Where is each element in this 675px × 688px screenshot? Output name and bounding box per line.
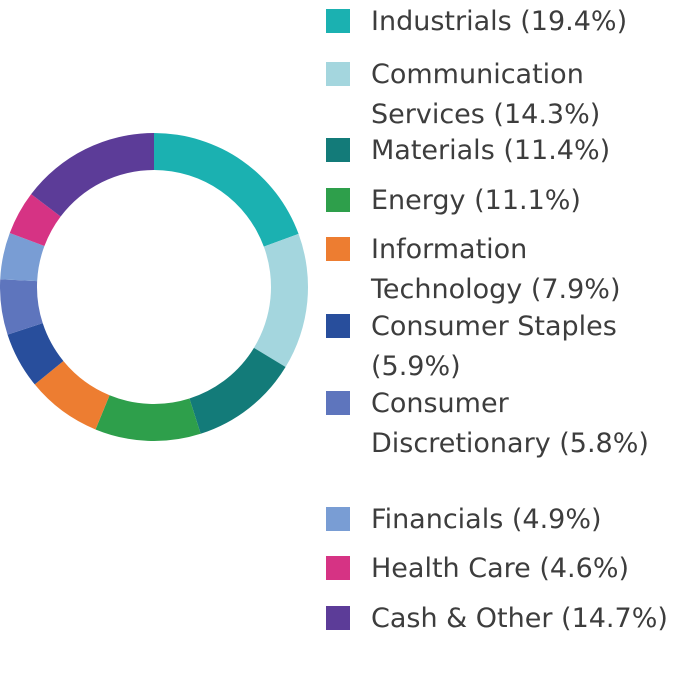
slice-cash-other [31, 133, 154, 217]
legend-label-communication-services: Communication Services (14.3%) [371, 59, 601, 130]
slice-consumer-discretionary [0, 279, 43, 335]
legend-label-cash-other: Cash & Other (14.7%) [371, 603, 668, 634]
slice-communication-services [253, 233, 308, 368]
legend-label-energy: Energy (11.1%) [371, 185, 581, 216]
legend-swatch-information-technology [326, 237, 350, 261]
slice-materials [189, 347, 286, 434]
slice-industrials [154, 133, 299, 247]
legend-label-health-care: Health Care (4.6%) [371, 553, 630, 584]
slice-consumer-staples [7, 323, 64, 385]
legend-swatch-cash-other [326, 606, 350, 630]
legend-swatch-materials [326, 138, 350, 162]
donut-chart [0, 133, 308, 441]
legend-label-consumer-staples: Consumer Staples (5.9%) [371, 311, 617, 382]
legend-label-financials: Financials (4.9%) [371, 504, 602, 535]
legend-swatch-financials [326, 507, 350, 531]
slice-financials [0, 233, 45, 282]
slice-health-care [9, 194, 61, 246]
legend-swatch-consumer-discretionary [326, 391, 350, 415]
slice-information-technology [34, 361, 110, 430]
legend-label-information-technology: Information Technology (7.9%) [371, 234, 621, 305]
legend-swatch-consumer-staples [326, 314, 350, 338]
legend-swatch-industrials [326, 9, 350, 33]
legend-swatch-energy [326, 188, 350, 212]
legend-label-industrials: Industrials (19.4%) [371, 6, 628, 37]
legend-swatch-communication-services [326, 62, 350, 86]
legend-swatch-health-care [326, 556, 350, 580]
legend-label-consumer-discretionary: Consumer Discretionary (5.8%) [371, 388, 649, 459]
legend-label-materials: Materials (11.4%) [371, 135, 611, 166]
slice-energy [95, 395, 201, 441]
